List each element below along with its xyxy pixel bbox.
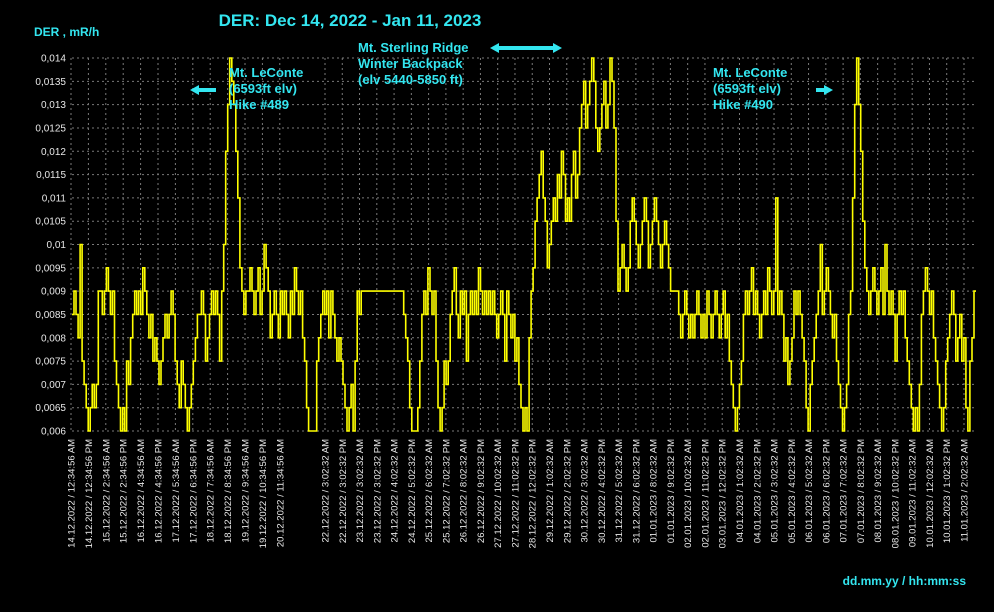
x-tick-label: 04.01.2023 / 1:02:32 AM (735, 439, 746, 543)
x-tick-label: 27.12.2022 / 10:02:32 AM (493, 439, 504, 548)
x-tick-label: 22.12.2022 / 3:02:32 PM (338, 439, 349, 543)
x-tick-label: 16.12.2022 / 4:34:56 PM (154, 439, 165, 543)
x-tick-label: 27.12.2022 / 11:02:32 PM (510, 439, 521, 548)
y-tick-label: 0,008 (41, 333, 66, 344)
chart-title: DER: Dec 14, 2022 - Jan 11, 2023 (219, 11, 482, 30)
y-tick-label: 0,01 (47, 240, 67, 251)
x-tick-label: 26.12.2022 / 8:02:32 AM (459, 439, 470, 543)
x-tick-label: 01.01.2023 / 9:02:32 PM (666, 439, 677, 543)
y-axis-label: DER , mR/h (34, 25, 99, 39)
x-tick-label: 08.01.2023 / 10:02:32 PM (890, 439, 901, 548)
x-tick-label: 18.12.2022 / 8:34:56 PM (223, 439, 234, 543)
x-tick-label: 23.12.2022 / 3:02:32 AM (355, 439, 366, 543)
x-tick-labels: 14.12.2022 / 12:34:56 AM 14.12.2022 / 12:… (67, 439, 971, 548)
y-tick-label: 0,009 (41, 287, 66, 298)
x-tick-label: 15.12.2022 / 2:34:56 AM (101, 439, 112, 543)
x-tick-label: 09.01.2023 / 11:02:32 AM (908, 439, 919, 547)
y-tick-label: 0,014 (41, 54, 66, 65)
annotation-text: Hike #490 (713, 97, 773, 112)
x-tick-label: 24.12.2022 / 4:02:32 AM (390, 439, 401, 543)
x-tick-label: 04.01.2023 / 2:02:32 PM (752, 439, 763, 543)
annotation-text: (elv 5440-5850 ft) (358, 72, 463, 87)
y-tick-label: 0,0135 (35, 77, 66, 88)
x-tick-label: 30.12.2022 / 3:02:32 AM (580, 439, 591, 543)
x-tick-label: 24.12.2022 / 5:02:32 PM (407, 439, 418, 543)
y-tick-label: 0,007 (41, 380, 66, 391)
x-tick-label: 07.01.2023 / 8:02:32 PM (856, 439, 867, 543)
y-tick-label: 0,0085 (35, 310, 66, 321)
y-tick-label: 0,013 (41, 100, 66, 111)
x-tick-label: 05.01.2023 / 3:02:32 AM (770, 439, 781, 543)
x-tick-label: 02.01.2023 / 10:02:32 AM (683, 439, 694, 548)
x-tick-label: 15.12.2022 / 2:34:56 PM (119, 439, 130, 543)
x-tick-label: 11.01.2023 / 2:02:32 AM (959, 439, 970, 542)
x-tick-label: 03.01.2023 / 12:02:32 PM (718, 439, 729, 548)
annotation-text: Mt. Sterling Ridge (358, 40, 469, 55)
annotation-text: (6593ft elv) (713, 81, 781, 96)
x-tick-label: 25.12.2022 / 6:02:32 AM (424, 439, 435, 543)
x-tick-label: 06.01.2023 / 6:02:32 PM (821, 439, 832, 543)
der-series-line (72, 57, 976, 432)
annotation-1: Mt. LeConte(6593ft elv)Hike #489 (190, 65, 303, 112)
y-tick-label: 0,0125 (35, 123, 66, 134)
arrow-head-left (490, 43, 499, 53)
x-tick-label: 17.12.2022 / 6:34:56 PM (188, 439, 199, 543)
x-tick-label: 31.12.2022 / 6:02:32 PM (631, 439, 642, 543)
x-tick-label: 31.12.2022 / 5:02:32 AM (614, 439, 625, 543)
y-tick-label: 0,0105 (35, 217, 66, 228)
y-tick-label: 0,006 (41, 427, 66, 438)
x-tick-label: 30.12.2022 / 4:02:32 PM (597, 439, 608, 543)
x-tick-label: 17.12.2022 / 5:34:56 AM (171, 439, 182, 543)
x-tick-label: 23.12.2022 / 3:02:32 PM (372, 439, 383, 543)
x-tick-label: 18.12.2022 / 7:34:56 AM (206, 439, 217, 543)
y-tick-label: 0,0115 (36, 170, 66, 181)
x-tick-label: 14.12.2022 / 12:34:56 PM (84, 439, 95, 548)
arrow-head-right (553, 43, 562, 53)
x-tick-label: 02.01.2023 / 11:02:32 PM (700, 439, 711, 548)
x-tick-label: 19.12.2022 / 9:34:56 AM (241, 439, 252, 543)
annotation-text: Mt. LeConte (229, 65, 303, 80)
grid-lines (70, 57, 976, 432)
annotation-text: (6593ft elv) (229, 81, 297, 96)
x-axis-label: dd.mm.yy / hh:mm:ss (843, 574, 967, 588)
x-tick-label: 08.01.2023 / 9:02:32 AM (873, 439, 884, 543)
x-tick-label: 22.12.2022 / 3:02:32 AM (321, 439, 332, 543)
x-tick-label: 25.12.2022 / 7:02:32 PM (441, 439, 452, 543)
arrow-head-right (824, 85, 833, 95)
x-tick-label: 29.12.2022 / 2:02:32 PM (562, 439, 573, 543)
y-tick-label: 0,0095 (35, 263, 66, 274)
annotation-text: Winter Backpack (358, 56, 463, 71)
x-tick-label: 14.12.2022 / 12:34:56 AM (67, 439, 78, 548)
x-tick-label: 29.12.2022 / 1:02:32 AM (545, 439, 556, 543)
x-tick-label: 10.01.2023 / 12:02:32 AM (925, 439, 936, 548)
x-tick-label: 20.12.2022 / 11:34:56 AM (275, 439, 286, 547)
y-tick-label: 0,0075 (35, 357, 66, 368)
annotation-text: Mt. LeConte (713, 65, 787, 80)
x-tick-label: 26.12.2022 / 9:02:32 PM (476, 439, 487, 543)
y-tick-label: 0,011 (42, 193, 67, 204)
x-tick-label: 16.12.2022 / 4:34:56 AM (136, 439, 147, 543)
y-tick-label: 0,012 (41, 147, 66, 158)
x-tick-label: 28.12.2022 / 12:02:32 PM (528, 439, 539, 548)
x-tick-label: 01.01.2023 / 8:02:32 AM (649, 439, 660, 543)
x-tick-label: 06.01.2023 / 5:02:32 AM (804, 439, 815, 543)
x-tick-label: 05.01.2023 / 4:02:32 PM (787, 439, 798, 543)
y-tick-label: 0,0065 (35, 403, 66, 414)
annotation-text: Hike #489 (229, 97, 289, 112)
series-group (72, 57, 976, 432)
arrow-head-left (190, 85, 199, 95)
x-tick-label: 19.12.2022 / 10:34:56 PM (258, 439, 269, 548)
y-tick-labels: 0,006 0,0065 0,007 0,0075 0,008 0,0085 0,009 0,… (35, 54, 66, 438)
x-tick-label: 07.01.2023 / 7:02:32 AM (839, 439, 850, 543)
annotation-3: Mt. LeConte(6593ft elv)Hike #490 (713, 65, 833, 112)
x-tick-label: 10.01.2023 / 1:02:32 PM (942, 439, 953, 543)
